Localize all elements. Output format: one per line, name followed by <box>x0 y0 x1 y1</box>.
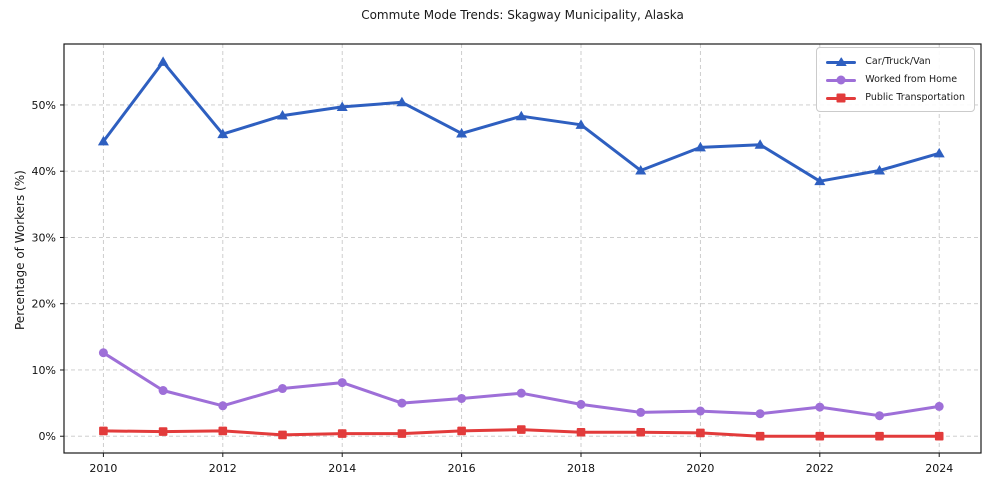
triangle-marker <box>515 110 527 121</box>
triangle-marker <box>396 96 408 107</box>
square-marker <box>696 428 705 438</box>
circle-marker <box>98 348 108 358</box>
circle-marker <box>278 384 288 394</box>
y-tick-label: 10% <box>32 364 56 377</box>
square-marker <box>158 427 168 436</box>
series-line-triangle <box>101 60 941 183</box>
square-marker <box>278 430 287 440</box>
square-marker <box>636 427 646 437</box>
x-tick-label: 2022 <box>806 462 834 475</box>
legend-label: Car/Truck/Van <box>865 56 931 67</box>
legend: Car/Truck/Van Worked from Home Public Tr… <box>816 47 975 112</box>
series-line-circle <box>101 351 941 418</box>
circle-marker <box>218 401 228 411</box>
x-tick-label: 2014 <box>328 462 356 475</box>
y-tick-label: 20% <box>32 298 56 311</box>
y-tick-label: 50% <box>32 99 56 112</box>
circle-marker <box>397 398 407 408</box>
triangle-marker <box>157 56 169 66</box>
x-tick-label: 2020 <box>686 462 714 475</box>
square-marker <box>517 425 526 434</box>
triangle-marker <box>217 128 229 139</box>
axes-frame <box>63 43 982 454</box>
circle-marker <box>337 378 347 388</box>
triangle-marker <box>456 127 468 138</box>
triangle-marker <box>97 135 109 146</box>
square-marker <box>337 429 347 438</box>
legend-item-public-transportation: Public Transportation <box>826 91 965 104</box>
triangle-marker <box>635 165 647 175</box>
line-circle-marker-icon <box>826 74 857 86</box>
circle-marker <box>934 401 944 411</box>
circle-marker <box>457 393 467 403</box>
circle-marker <box>815 402 825 412</box>
circle-marker <box>875 411 885 421</box>
legend-label: Public Transportation <box>865 92 965 103</box>
square-marker <box>218 426 228 436</box>
triangle-marker <box>575 119 587 129</box>
triangle-marker <box>336 101 348 111</box>
square-marker <box>755 431 765 441</box>
x-tick-label: 2018 <box>567 462 595 475</box>
triangle-marker <box>754 139 766 149</box>
triangle-marker <box>277 110 289 120</box>
line-square-marker-icon <box>826 92 857 104</box>
square-marker <box>397 429 407 438</box>
circle-marker <box>636 407 646 417</box>
chart-title: Commute Mode Trends: Skagway Municipalit… <box>361 8 684 22</box>
square-marker <box>815 431 825 441</box>
square-marker <box>99 426 108 436</box>
square-marker <box>457 426 466 436</box>
legend-label: Worked from Home <box>865 74 958 85</box>
y-tick-label: 40% <box>32 165 56 178</box>
circle-marker <box>158 386 168 396</box>
triangle-marker <box>814 175 826 186</box>
y-tick-label: 30% <box>32 231 56 244</box>
triangle-marker <box>694 141 706 152</box>
x-tick-label: 2016 <box>448 462 476 475</box>
circle-marker <box>695 406 705 416</box>
circle-marker <box>576 399 586 409</box>
triangle-marker <box>933 147 945 158</box>
circle-marker <box>755 409 765 419</box>
legend-item-worked-from-home: Worked from Home <box>826 73 965 86</box>
square-marker <box>576 427 586 437</box>
legend-item-car-truck-van: Car/Truck/Van <box>826 55 965 68</box>
square-marker <box>934 431 944 441</box>
line-triangle-marker-icon <box>826 56 857 68</box>
circle-marker <box>516 388 526 398</box>
x-tick-label: 2012 <box>209 462 237 475</box>
y-tick-label: 0% <box>39 430 56 443</box>
x-tick-label: 2010 <box>89 462 117 475</box>
square-marker <box>875 431 884 441</box>
triangle-marker <box>874 165 886 175</box>
x-tick-label: 2024 <box>925 462 953 475</box>
